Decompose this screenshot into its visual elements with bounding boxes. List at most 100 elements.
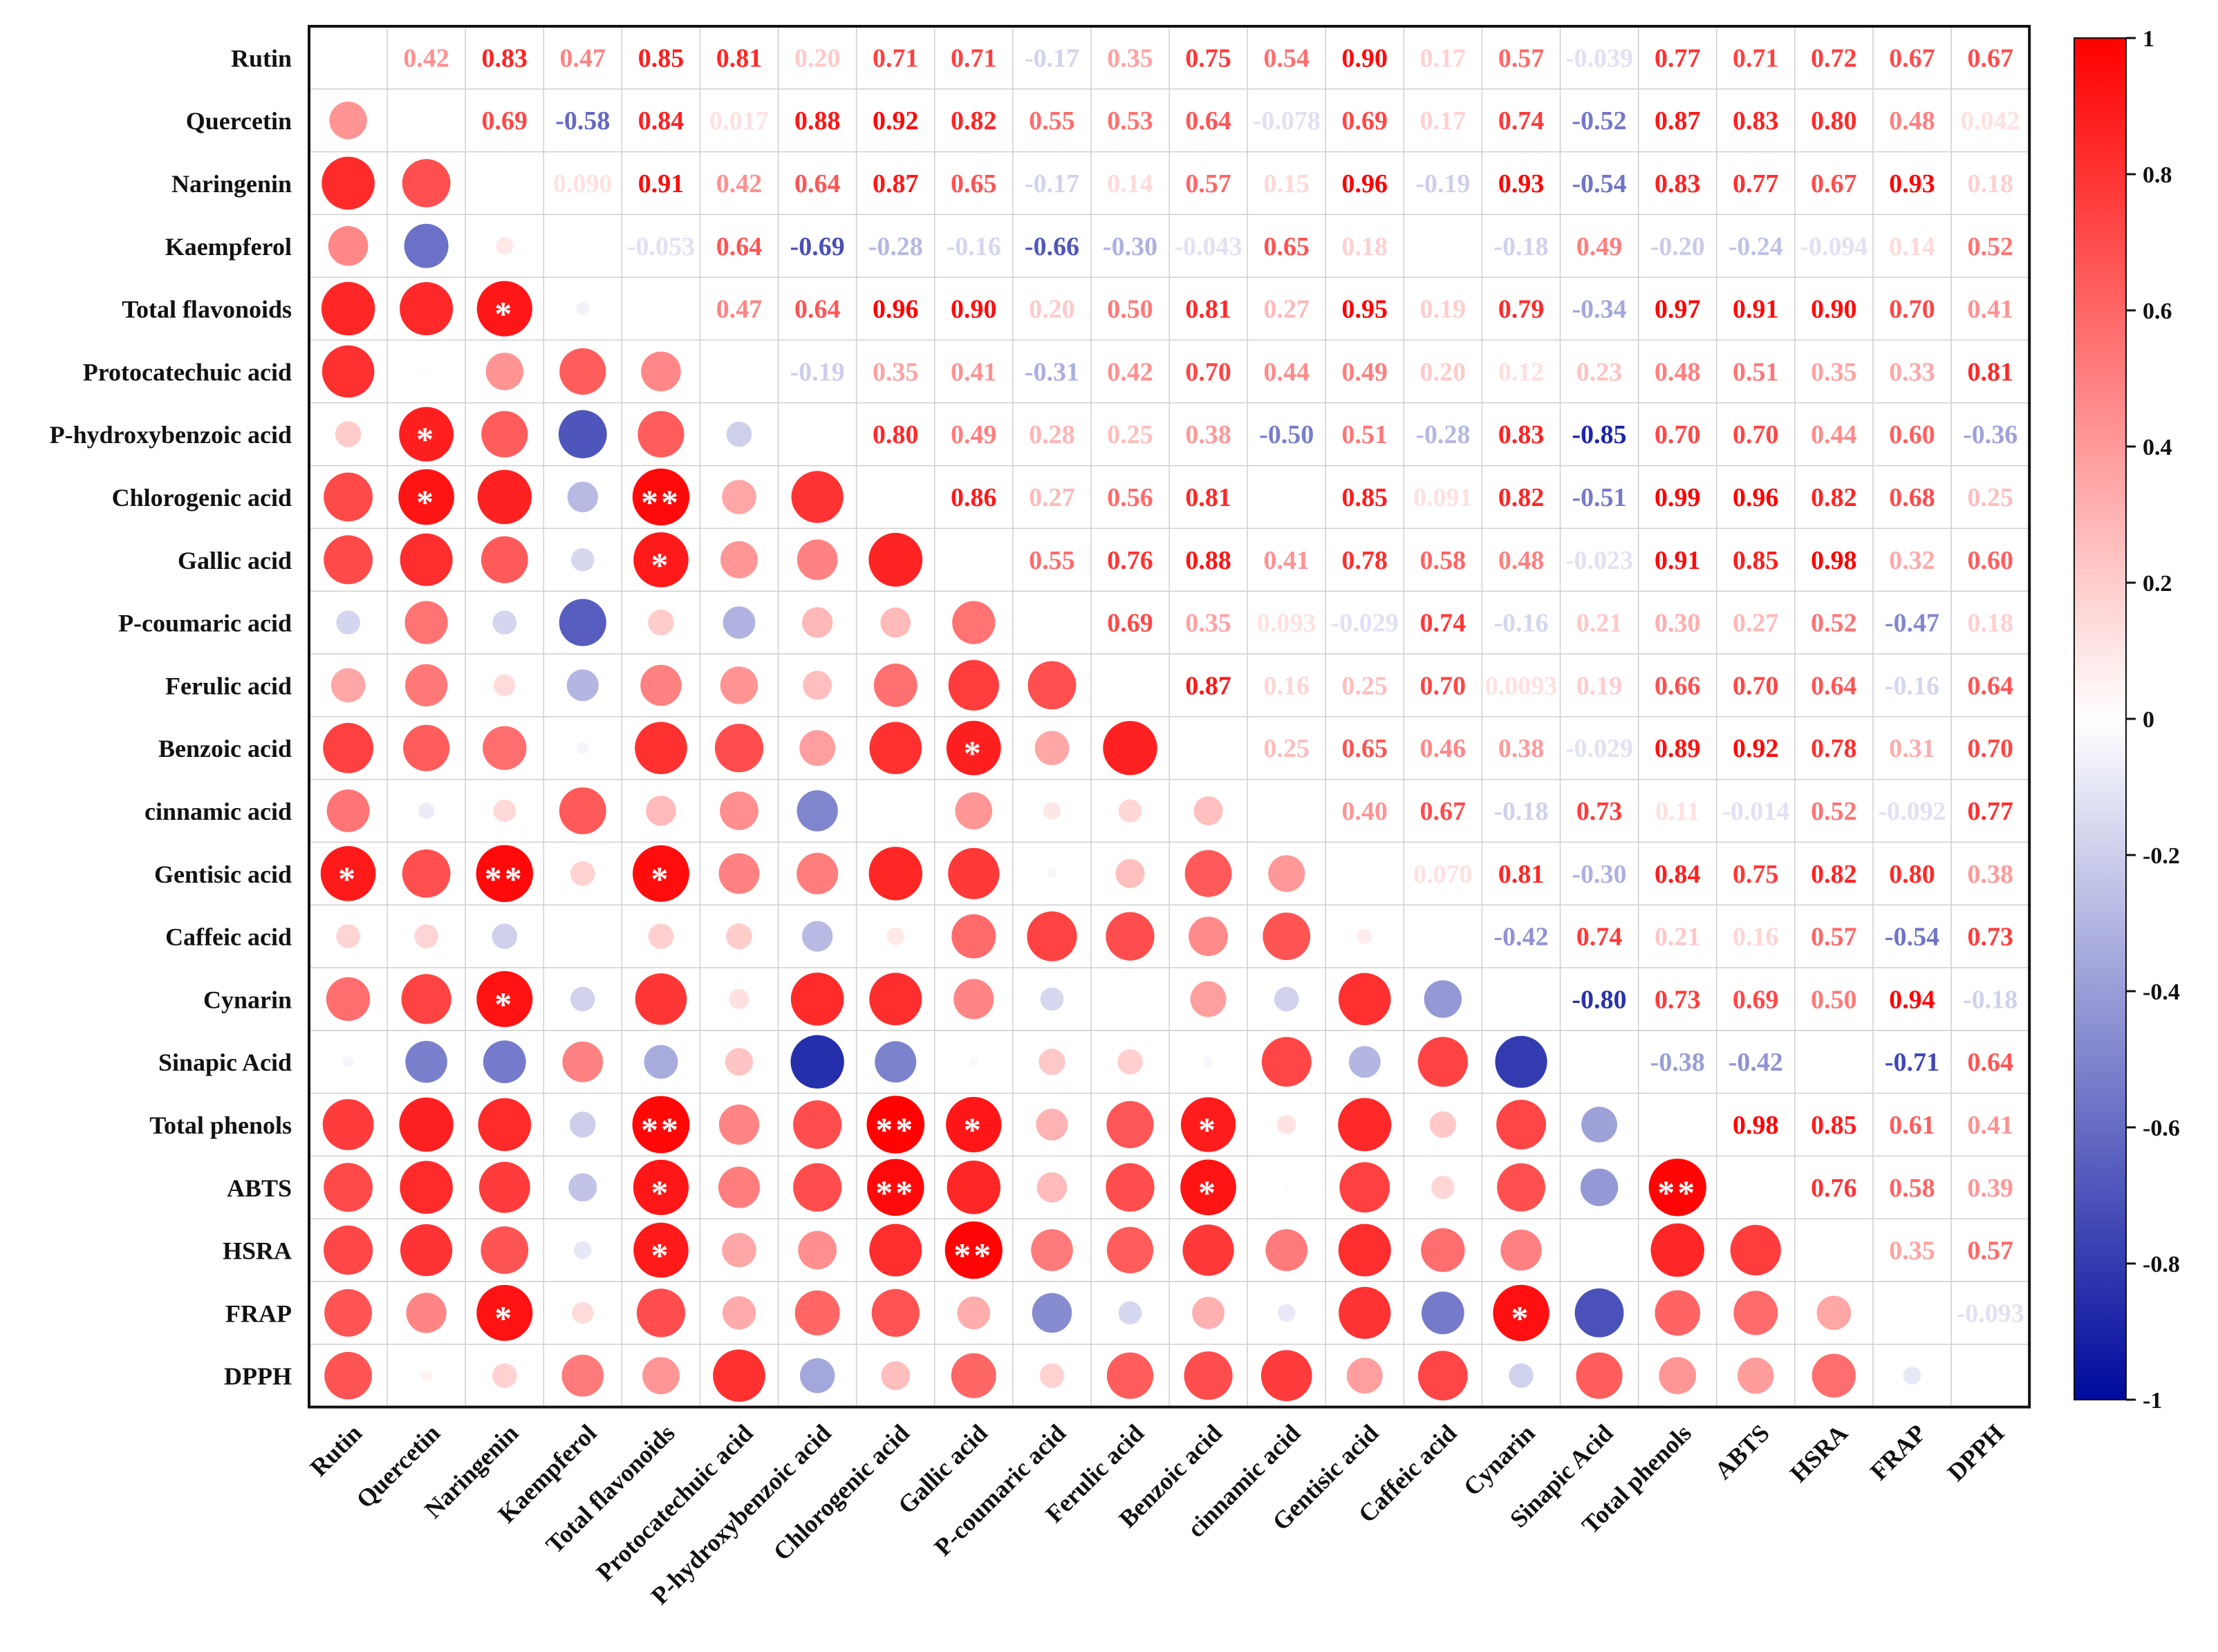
corr-value-label: 0.49 [1576,232,1623,261]
corr-value-label: 0.017 [709,106,769,135]
corr-value-label: 0.70 [1185,357,1231,386]
significance-star: ** [953,1236,994,1275]
corr-circle [1181,1097,1236,1152]
y-tick-label: FRAP [225,1299,292,1327]
y-tick-label: cinnamic acid [145,798,292,825]
corr-circle [476,845,533,903]
corr-value-label: 0.48 [1889,106,1935,135]
corr-value-label: 0.78 [1811,734,1857,763]
corr-circle [1027,661,1077,710]
corr-circle [1261,1037,1312,1087]
corr-circle [400,282,454,336]
corr-value-label: 0.81 [1185,295,1231,324]
corr-circle [496,237,514,255]
corr-circle [1268,855,1305,892]
corr-circle [1495,1035,1547,1088]
corr-value-label: 0.87 [1655,106,1701,135]
corr-value-label: 0.67 [1420,797,1466,826]
corr-value-label: 0.23 [1576,357,1623,386]
corr-circle [714,724,764,773]
corr-circle [403,724,450,771]
y-tick-label: Gallic acid [178,547,292,574]
corr-circle [1043,802,1061,820]
corr-value-label: 0.58 [1420,546,1466,575]
corr-circle [802,921,833,952]
corr-value-label: 0.54 [1264,44,1310,73]
corr-value-label: 0.88 [1185,546,1231,575]
corr-value-label: 0.85 [1811,1111,1857,1140]
corr-value-label: 0.81 [1498,860,1545,889]
corr-circle [866,1096,925,1154]
y-tick-label: Caffeic acid [165,923,292,951]
corr-value-label: 0.15 [1264,169,1310,198]
colorbar-tick-label: -0.2 [2143,843,2180,869]
corr-value-label: 0.81 [1967,357,2013,386]
significance-star: * [651,1173,671,1212]
corr-value-label: 0.80 [1811,106,1857,135]
corr-circle [1497,1163,1546,1212]
corr-value-label: 0.79 [1498,295,1545,324]
corr-circle [641,351,681,392]
corr-circle [1103,721,1157,776]
significance-star: ** [875,1173,915,1212]
corr-value-label: 0.70 [1733,420,1779,449]
corr-circle [1274,986,1299,1012]
corr-value-label: -0.34 [1572,295,1627,324]
corr-value-label: -0.66 [1025,232,1079,261]
corr-value-label: 0.87 [1185,671,1231,700]
corr-circle [323,722,373,773]
corr-value-label: 0.96 [1733,483,1779,512]
corr-value-label: 0.95 [1342,295,1388,324]
corr-circle [869,973,922,1026]
corr-circle [328,226,369,266]
corr-value-label: 0.67 [1889,44,1935,73]
corr-value-label: -0.71 [1885,1048,1939,1077]
corr-value-label: 0.17 [1420,44,1466,73]
corr-circle [720,541,758,579]
corr-value-label: -0.19 [790,357,845,386]
corr-value-label: 0.47 [716,295,763,324]
corr-circle [1182,1224,1234,1276]
corr-circle [570,1111,596,1138]
corr-circle [568,1173,597,1202]
corr-value-label: 0.85 [1342,483,1388,512]
colorbar: 1 0.8 0.6 0.4 0.2 0 -0.2 -0.4 -0.6 -0.8 -1 [2073,26,2180,1414]
y-tick-label: P-hydroxybenzoic acid [50,421,292,449]
corr-circle [402,849,451,898]
significance-star: ** [1657,1173,1697,1212]
corr-circle [561,1354,604,1397]
corr-circle [481,536,528,583]
corr-value-label: 0.18 [1967,169,2013,198]
corr-circle [869,1223,922,1277]
corr-circle [324,1289,372,1337]
corr-circle [400,533,453,586]
corr-value-label: 0.75 [1733,860,1779,889]
corr-circle [1180,1159,1236,1216]
corr-circle [493,799,516,823]
y-tick-label: DPPH [224,1362,292,1390]
corr-circle [720,666,758,704]
y-tick-label: HSRA [223,1237,292,1265]
corr-circle [871,1288,920,1337]
corr-value-label: -0.42 [1494,923,1549,952]
corr-circle [800,1358,835,1393]
corr-circle [1106,1352,1154,1399]
significance-star: * [1198,1173,1218,1212]
corr-value-label: 0.61 [1889,1111,1935,1140]
colorbar-tick-label: 0.2 [2143,571,2172,597]
corr-circle [567,481,598,513]
corr-value-label: 0.82 [951,106,997,135]
corr-value-label: 0.42 [1107,357,1153,386]
significance-star: * [338,859,358,898]
corr-value-label: 0.44 [1264,357,1310,386]
corr-circle [955,792,993,829]
corr-value-label: 0.52 [1811,797,1857,826]
corr-value-label: 0.65 [951,169,997,198]
corr-value-label: 0.21 [1655,923,1701,952]
corr-circle [1421,1228,1465,1273]
colorbar-tick-label: 0.8 [2143,162,2172,188]
corr-circle [320,846,376,901]
corr-circle [400,1161,453,1214]
corr-value-label: 0.39 [1967,1174,2013,1203]
